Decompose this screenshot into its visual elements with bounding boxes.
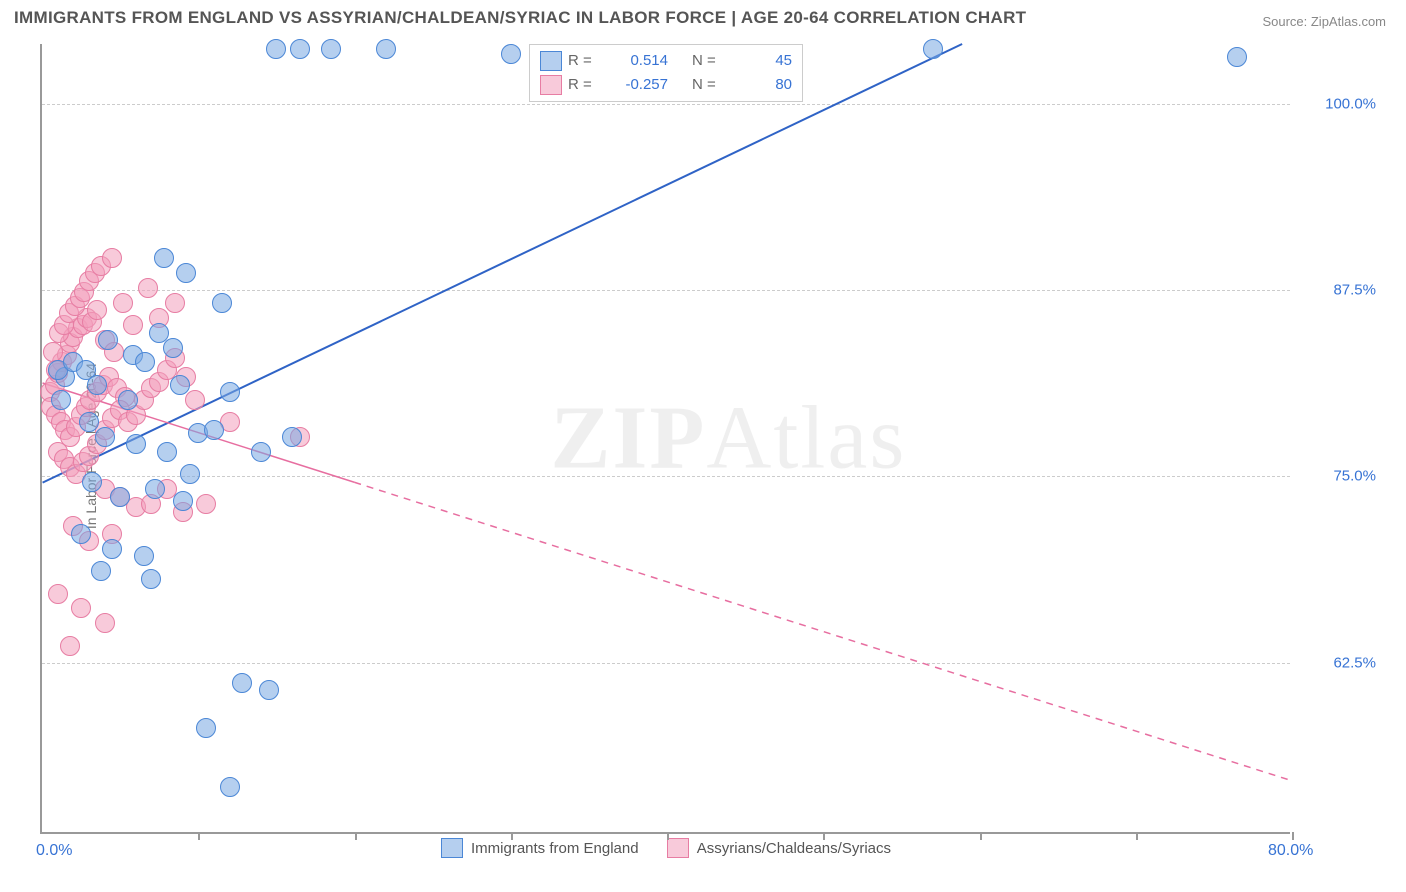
scatter-point-england — [212, 293, 232, 313]
scatter-point-england — [71, 524, 91, 544]
scatter-point-england — [501, 44, 521, 64]
scatter-point-england — [141, 569, 161, 589]
scatter-point-assyrian — [196, 494, 216, 514]
legend-swatch-assyrian — [667, 838, 689, 858]
scatter-point-england — [110, 487, 130, 507]
scatter-point-england — [118, 390, 138, 410]
legend-swatch-assyrian — [540, 75, 562, 95]
x-tick-mark — [667, 832, 669, 840]
scatter-point-england — [82, 472, 102, 492]
scatter-point-england — [91, 561, 111, 581]
x-tick-mark — [823, 832, 825, 840]
scatter-point-assyrian — [95, 613, 115, 633]
legend-row: R = 0.514 N = 45 — [540, 49, 792, 73]
legend-r-prefix: R = — [568, 73, 598, 97]
legend-label-assyrian: Assyrians/Chaldeans/Syriacs — [697, 840, 891, 857]
scatter-point-england — [51, 390, 71, 410]
legend-correlation: R = 0.514 N = 45 R = -0.257 N = 80 — [529, 44, 803, 102]
x-tick-mark — [198, 832, 200, 840]
y-tick-label: 75.0% — [1333, 468, 1376, 485]
scatter-point-england — [170, 375, 190, 395]
trend-lines — [42, 44, 1290, 832]
scatter-point-england — [259, 680, 279, 700]
scatter-point-assyrian — [123, 315, 143, 335]
legend-r-value-assyrian: -0.257 — [604, 73, 668, 97]
legend-n-value-england: 45 — [728, 49, 792, 73]
legend-n-prefix: N = — [692, 49, 722, 73]
legend-row: R = -0.257 N = 80 — [540, 73, 792, 97]
scatter-point-england — [102, 539, 122, 559]
scatter-point-england — [98, 330, 118, 350]
scatter-point-england — [176, 263, 196, 283]
scatter-plot: ZIPAtlas R = 0.514 N = 45 R = -0.257 N =… — [40, 44, 1290, 834]
legend-series: Immigrants from England Assyrians/Chalde… — [42, 838, 1290, 862]
scatter-point-assyrian — [87, 300, 107, 320]
scatter-point-assyrian — [113, 293, 133, 313]
scatter-point-england — [251, 442, 271, 462]
x-tick-mark — [1292, 832, 1294, 840]
scatter-point-england — [145, 479, 165, 499]
scatter-point-england — [1227, 47, 1247, 67]
scatter-point-assyrian — [165, 293, 185, 313]
scatter-point-assyrian — [60, 636, 80, 656]
legend-label-england: Immigrants from England — [471, 840, 639, 857]
x-tick-mark — [511, 832, 513, 840]
scatter-point-england — [180, 464, 200, 484]
scatter-point-assyrian — [185, 390, 205, 410]
scatter-point-assyrian — [71, 598, 91, 618]
legend-item-england: Immigrants from England — [441, 838, 639, 858]
scatter-point-england — [135, 352, 155, 372]
trend-line — [354, 482, 1289, 780]
y-tick-label: 87.5% — [1333, 281, 1376, 298]
y-tick-label: 100.0% — [1325, 95, 1376, 112]
scatter-point-england — [220, 777, 240, 797]
scatter-point-assyrian — [138, 278, 158, 298]
scatter-point-england — [134, 546, 154, 566]
chart-title: IMMIGRANTS FROM ENGLAND VS ASSYRIAN/CHAL… — [14, 8, 1026, 28]
scatter-point-england — [220, 382, 240, 402]
x-tick-mark — [1136, 832, 1138, 840]
x-tick-mark — [980, 832, 982, 840]
scatter-point-england — [196, 718, 216, 738]
legend-n-prefix: N = — [692, 73, 722, 97]
scatter-point-england — [173, 491, 193, 511]
source-label: Source: ZipAtlas.com — [1262, 14, 1386, 29]
scatter-point-england — [266, 39, 286, 59]
scatter-point-england — [923, 39, 943, 59]
legend-n-value-assyrian: 80 — [728, 73, 792, 97]
scatter-point-assyrian — [48, 584, 68, 604]
scatter-point-england — [163, 338, 183, 358]
y-tick-label: 62.5% — [1333, 654, 1376, 671]
scatter-point-england — [376, 39, 396, 59]
scatter-point-england — [157, 442, 177, 462]
scatter-point-england — [232, 673, 252, 693]
scatter-point-england — [87, 375, 107, 395]
legend-r-value-england: 0.514 — [604, 49, 668, 73]
legend-swatch-england — [540, 51, 562, 71]
scatter-point-england — [282, 427, 302, 447]
scatter-point-england — [154, 248, 174, 268]
scatter-point-england — [95, 427, 115, 447]
x-tick-mark — [355, 832, 357, 840]
legend-item-assyrian: Assyrians/Chaldeans/Syriacs — [667, 838, 891, 858]
scatter-point-england — [290, 39, 310, 59]
legend-r-prefix: R = — [568, 49, 598, 73]
scatter-point-england — [79, 412, 99, 432]
scatter-point-england — [126, 434, 146, 454]
scatter-point-england — [204, 420, 224, 440]
scatter-point-assyrian — [102, 248, 122, 268]
scatter-point-england — [321, 39, 341, 59]
legend-swatch-england — [441, 838, 463, 858]
